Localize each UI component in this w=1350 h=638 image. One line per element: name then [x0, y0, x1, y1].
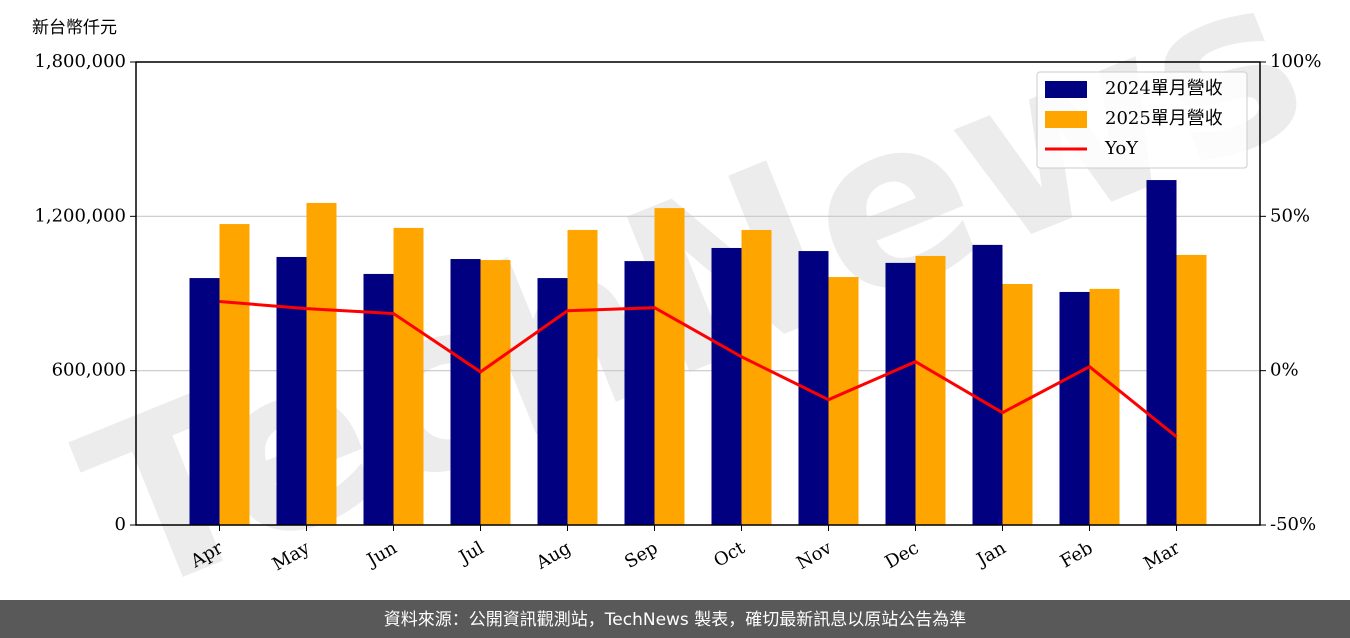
- bar: [189, 278, 220, 525]
- y2-tick-label: -50%: [1270, 514, 1316, 535]
- x-tick-label: Mar: [1140, 537, 1184, 574]
- bar: [711, 247, 742, 525]
- legend-label: YoY: [1104, 138, 1139, 159]
- plot-frame: [135, 61, 1261, 526]
- bar: [1059, 291, 1090, 525]
- legend-box: [1036, 71, 1248, 169]
- x-tick-label: Sep: [621, 537, 661, 572]
- bar: [1089, 288, 1120, 525]
- bar: [1146, 180, 1177, 525]
- bar: [219, 224, 250, 526]
- bar: [363, 273, 394, 525]
- legend-swatch: [1045, 111, 1087, 128]
- bar: [480, 260, 511, 525]
- bar: [450, 259, 481, 525]
- bar: [537, 278, 568, 525]
- bar: [972, 244, 1003, 525]
- y2-tick-label: 50%: [1270, 205, 1310, 226]
- x-tick-label: Nov: [793, 537, 836, 574]
- bar: [624, 261, 655, 525]
- x-tick-label: Jul: [454, 537, 488, 569]
- bar: [393, 227, 424, 526]
- y2-tick-label: 0%: [1270, 360, 1299, 381]
- bar: [306, 202, 337, 526]
- legend-label: 2025單月營收: [1105, 108, 1223, 129]
- x-tick-label: Jan: [972, 537, 1010, 571]
- y-tick-label: 0: [115, 514, 126, 535]
- bar: [654, 208, 685, 525]
- line: [219, 300, 1178, 438]
- x-tick-label: Aug: [532, 537, 575, 574]
- x-tick-label: Oct: [710, 537, 749, 572]
- bar: [915, 255, 946, 525]
- footer-bar: [0, 600, 1350, 638]
- bar: [276, 256, 307, 525]
- y-tick-label: 1,800,000: [34, 51, 126, 72]
- x-tick-label: Dec: [882, 537, 923, 573]
- bar: [741, 229, 772, 525]
- bar: [1176, 254, 1207, 525]
- legend-swatch: [1045, 81, 1087, 98]
- y-tick-label: 1,200,000: [34, 205, 126, 226]
- legend-label: 2024單月營收: [1105, 78, 1223, 99]
- y-tick-label: 600,000: [52, 360, 126, 381]
- footer-text: 資料來源：公開資訊觀測站，TechNews 製表，確切最新訊息以原站公告為準: [384, 610, 966, 630]
- bar: [885, 262, 916, 525]
- bar: [567, 229, 598, 525]
- y2-tick-label: 100%: [1270, 51, 1321, 72]
- y-axis-label: 新台幣仟元: [32, 18, 117, 38]
- bar: [828, 277, 859, 525]
- x-tick-label: Feb: [1057, 537, 1097, 572]
